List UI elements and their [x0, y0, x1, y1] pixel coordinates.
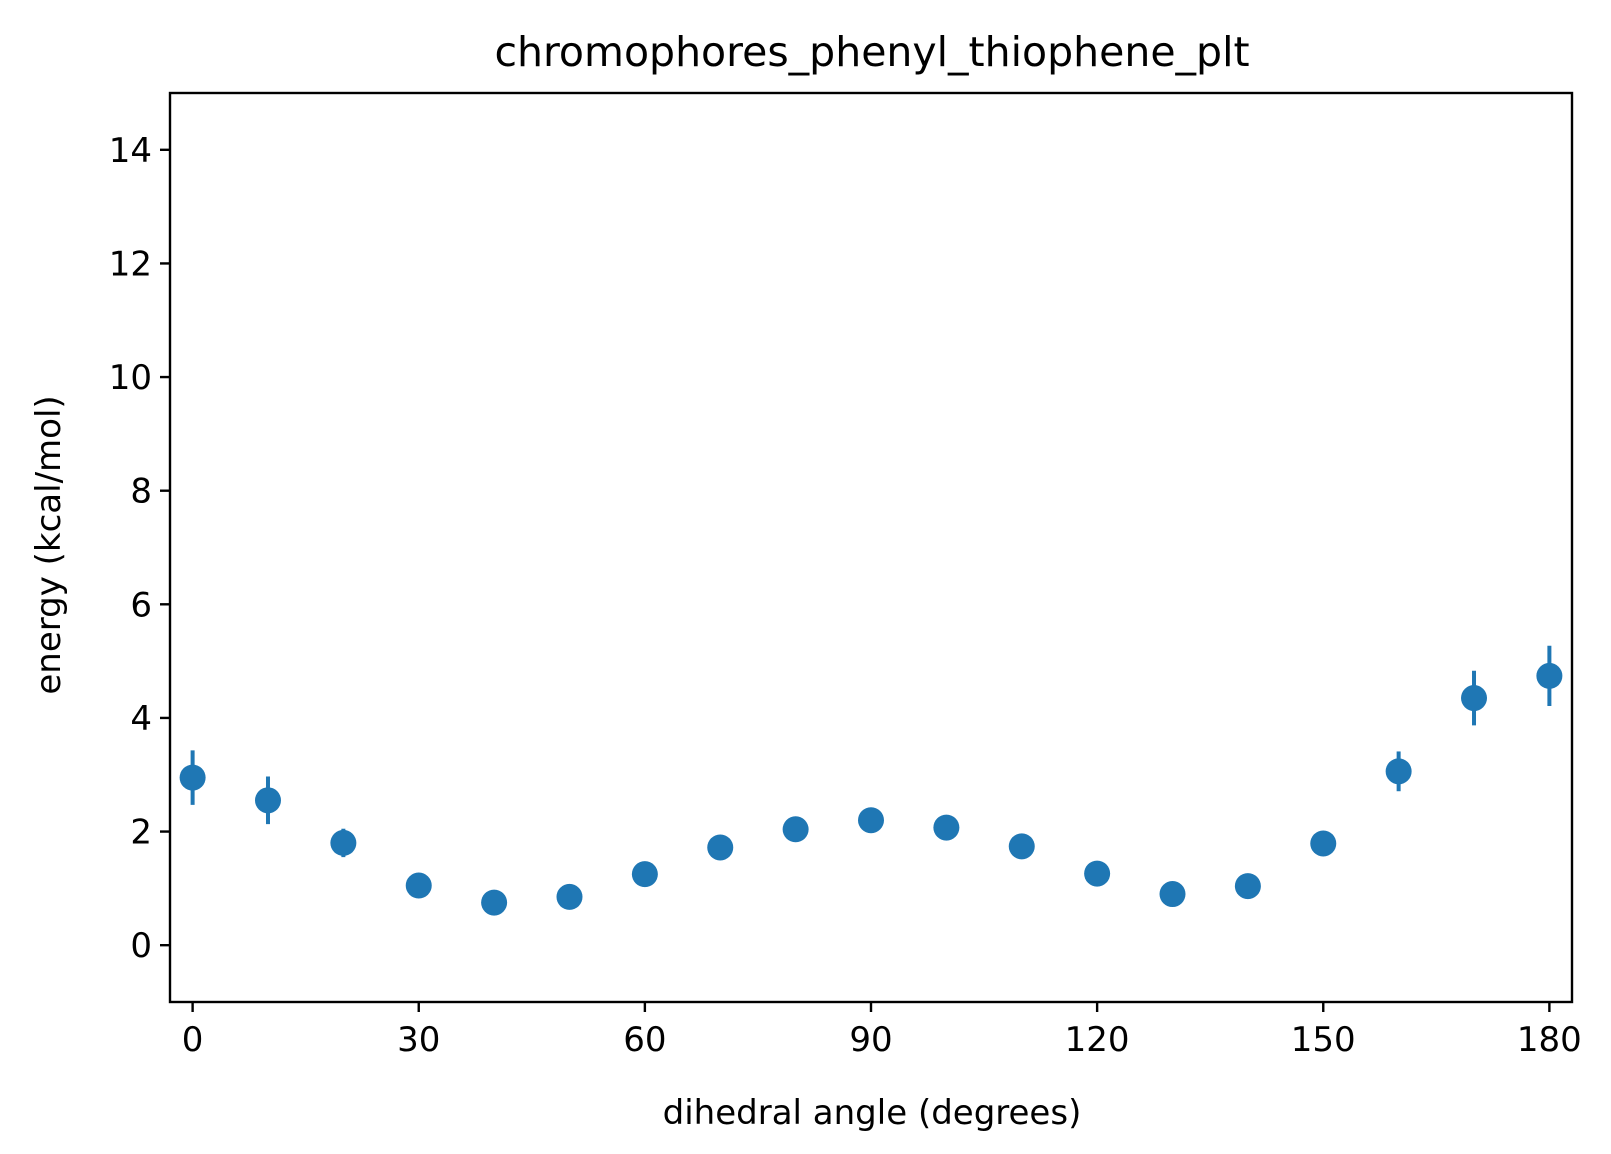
data-point — [481, 889, 508, 916]
y-tick-label: 0 — [130, 926, 152, 966]
y-tick-label: 12 — [109, 244, 152, 284]
data-point — [1159, 881, 1186, 908]
data-point — [933, 814, 960, 841]
plot-frame — [168, 91, 1574, 1004]
chart-title: chromophores_phenyl_thiophene_plt — [494, 28, 1249, 76]
y-tick-label: 2 — [130, 813, 152, 853]
data-point — [254, 787, 281, 814]
data-point — [556, 883, 583, 910]
y-tick-label: 4 — [130, 699, 152, 739]
x-tick-label: 90 — [849, 1020, 892, 1060]
data-point — [1461, 685, 1488, 712]
data-point — [1310, 830, 1337, 857]
y-tick-label: 10 — [109, 358, 152, 398]
data-point — [631, 861, 658, 888]
data-point — [405, 872, 432, 899]
data-point — [330, 829, 357, 856]
x-axis-ticks: 0 30 60 90 120 150 180 — [182, 1002, 1582, 1060]
x-tick-label: 180 — [1517, 1020, 1582, 1060]
data-point — [1234, 873, 1261, 900]
y-tick-label: 14 — [109, 131, 152, 171]
data-point — [1385, 758, 1412, 785]
data-point — [1536, 662, 1563, 689]
y-tick-label: 8 — [130, 472, 152, 512]
x-tick-label: 30 — [397, 1020, 440, 1060]
data-point — [858, 807, 884, 834]
x-tick-label: 150 — [1291, 1020, 1356, 1060]
y-axis-ticks: 0 2 4 6 8 10 12 14 — [109, 131, 170, 966]
data-point — [1084, 860, 1111, 887]
x-tick-label: 0 — [182, 1020, 204, 1060]
x-tick-label: 120 — [1065, 1020, 1130, 1060]
data-point — [782, 816, 809, 843]
data-point — [707, 834, 734, 861]
y-tick-label: 6 — [130, 585, 152, 625]
data-point — [1008, 833, 1035, 860]
y-axis-label: energy (kcal/mol) — [29, 395, 69, 694]
data-points — [179, 645, 1563, 916]
x-axis-label: dihedral angle (degrees) — [663, 1093, 1082, 1133]
data-point — [179, 764, 206, 791]
x-tick-label: 60 — [623, 1020, 666, 1060]
